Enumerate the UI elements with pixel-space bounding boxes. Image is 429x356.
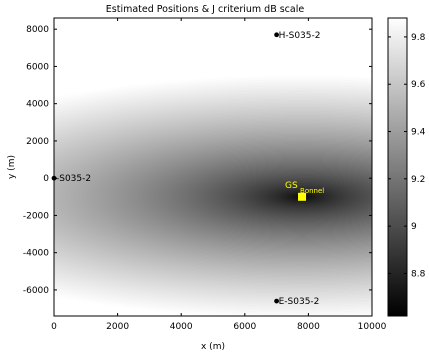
sensor-label: -S035-2 [56, 174, 91, 184]
y-tick-label: 4000 [26, 100, 49, 110]
colorbar-tick-label: 9 [411, 222, 417, 232]
colorbar-tick-label: 9.2 [411, 175, 425, 185]
y-tick-label: -6000 [23, 286, 49, 296]
colorbar-tick-label: 9.6 [411, 80, 426, 90]
y-tick-label: 8000 [26, 25, 49, 35]
target-marker-group: GS Bonnel [285, 181, 324, 201]
chart-title: Estimated Positions & J criterium dB sca… [106, 4, 305, 15]
x-axis: 0 2000 4000 6000 8000 10000 [51, 18, 387, 332]
y-tick-label: -4000 [23, 249, 49, 259]
target-label: GS [285, 181, 298, 191]
colorbar-ticks: 8.8 9 9.2 9.4 9.6 9.8 [388, 33, 426, 279]
y-tick-label: 0 [43, 174, 49, 184]
plot-area [53, 17, 373, 317]
plot-frame [53, 17, 373, 317]
x-tick-label: 8000 [297, 322, 320, 332]
x-axis-label: x (m) [201, 342, 225, 352]
sensor-dot [274, 32, 279, 38]
heatmap-field [54, 18, 372, 316]
x-tick-label: 10000 [358, 322, 387, 332]
colorbar-frame [387, 17, 408, 317]
sensor-label: H-S035-2 [279, 31, 321, 41]
colorbar-tick-label: 9.8 [411, 33, 426, 43]
colorbar-tick-label: 9.4 [411, 128, 426, 138]
sensor-markers: H-S035-2 -S035-2 E-S035-2 [51, 31, 321, 307]
y-tick-label: 2000 [26, 137, 49, 147]
target-marker [298, 192, 307, 201]
y-tick-label: 6000 [26, 62, 49, 72]
y-tick-label: -2000 [23, 211, 49, 221]
sensor-dot [274, 298, 279, 304]
sensor-dot [51, 175, 57, 181]
x-tick-label: 2000 [106, 322, 129, 332]
y-axis-label: y (m) [7, 155, 17, 179]
x-tick-label: 4000 [170, 322, 193, 332]
colorbar-tick-label: 8.8 [411, 269, 426, 279]
target-sublabel: Bonnel [300, 187, 324, 195]
sensor-label: E-S035-2 [279, 297, 320, 307]
colorbar: 8.8 9 9.2 9.4 9.6 9.8 [387, 17, 426, 317]
x-tick-label: 6000 [233, 322, 256, 332]
x-tick-label: 0 [51, 322, 57, 332]
colorbar-gradient [388, 18, 407, 316]
